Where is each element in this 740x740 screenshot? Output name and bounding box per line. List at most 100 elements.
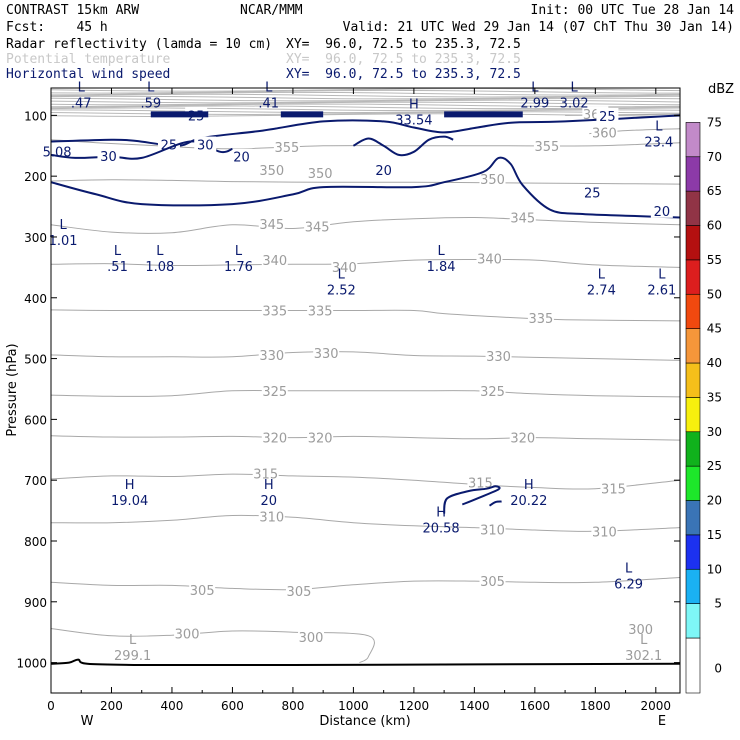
- wind-label-bg: [650, 202, 673, 218]
- wind-label: 30: [100, 150, 117, 165]
- extremum-marker: L: [129, 633, 137, 648]
- colorbar-swatch-5: [685, 603, 701, 639]
- wind-label: 25: [599, 110, 616, 125]
- theta-contour-305: [50, 577, 681, 591]
- theta-label-bg: [479, 382, 506, 397]
- wind-label-bg: [581, 184, 604, 200]
- upper-theta-band: [50, 88, 681, 118]
- extremum-value: 20.58: [422, 521, 459, 536]
- x-tick-label: 1800: [580, 699, 611, 713]
- theta-band-line: [50, 97, 681, 102]
- x-tick-label: 400: [161, 699, 184, 713]
- theta-label-bg: [479, 521, 506, 536]
- extremum-value: 6.29: [614, 577, 643, 592]
- extremum-marker: H: [409, 97, 419, 112]
- colorbar-swatch-0: [685, 637, 701, 694]
- colorbar: 0 5 10 15 20 25 30 35 40 45 50 55 60 65 70 75: [685, 115, 722, 694]
- theta-label: 345: [510, 212, 535, 227]
- theta-contour-325: [50, 389, 681, 398]
- field-2-xy: XY= 96.0, 72.5 to 235.3, 72.5: [286, 52, 521, 67]
- x-end-label-east: E: [658, 714, 666, 729]
- extremum-value: 1.76: [224, 260, 253, 275]
- theta-label: 305: [480, 575, 505, 590]
- extremum-value: 2.99: [520, 96, 549, 111]
- extremum-marker: L: [437, 244, 445, 259]
- theta-label-bg: [331, 258, 358, 273]
- theta-band-line: [50, 103, 681, 108]
- theta-contour-300: [50, 628, 375, 664]
- theta-label: 305: [190, 584, 215, 599]
- extremum-value: 23.4: [644, 135, 673, 150]
- extremum-value: 33.54: [395, 113, 432, 128]
- theta-label: 320: [308, 432, 333, 447]
- extremum-marker: L: [156, 244, 164, 259]
- colorbar-label: 70: [707, 150, 722, 164]
- theta-label-bg: [509, 429, 536, 444]
- wind-label-bg: [194, 136, 217, 152]
- x-tick-label: 2000: [641, 699, 672, 713]
- wind-contour-30: [50, 140, 233, 160]
- theta-label: 300: [175, 627, 200, 642]
- init-time: Init: 00 UTC Tue 28 Jan 14: [531, 3, 735, 18]
- colorbar-label: 5: [714, 597, 722, 611]
- field-2-name: Potential temperature: [6, 52, 171, 67]
- wind-label-bg: [97, 148, 120, 164]
- theta-label-bg: [261, 382, 288, 397]
- wind-feature: [352, 135, 454, 157]
- x-axis-label: Distance (km): [319, 714, 410, 729]
- theta-label-bg: [479, 573, 506, 588]
- colorbar-swatch-30: [685, 431, 701, 467]
- field-1-name: Radar reflectivity (lamda = 10 cm): [6, 37, 272, 52]
- extremum-marker: L: [625, 561, 633, 576]
- extremum-value: 2.61: [647, 284, 676, 299]
- y-tick-label: 300: [24, 231, 47, 245]
- colorbar-swatch-40: [685, 362, 701, 398]
- theta-label-bg: [485, 348, 512, 363]
- colorbar-swatch-35: [685, 397, 701, 433]
- extremum-marker: L: [59, 218, 67, 233]
- theta-label: 335: [528, 312, 553, 327]
- colorbar-swatch-10: [685, 568, 701, 604]
- x-tick-label: 1000: [338, 699, 369, 713]
- y-axis-label: Pressure (hPa): [5, 343, 20, 436]
- theta-band-line: [50, 93, 681, 98]
- theta-label-bg: [591, 124, 618, 139]
- theta-label: 310: [480, 523, 505, 538]
- theta-label-bg: [591, 523, 618, 538]
- colorbar-swatch-15: [685, 534, 701, 570]
- y-tick-label: 600: [24, 413, 47, 427]
- plot-frame: [50, 87, 681, 694]
- theta-label-bg: [189, 582, 216, 597]
- wind-contour-20: [50, 156, 681, 219]
- theta-label-bg: [258, 216, 285, 231]
- field-3-name: Horizontal wind speed: [6, 67, 170, 82]
- colorbar-label: 0: [714, 661, 722, 675]
- extremum-value: .41: [258, 96, 279, 111]
- theta-band-line: [50, 89, 681, 94]
- theta-label: 330: [259, 349, 284, 364]
- colorbar-label: 55: [707, 253, 722, 267]
- y-tick-label: 400: [24, 292, 47, 306]
- theta-label-bg: [304, 218, 331, 233]
- theta-label-bg: [527, 309, 554, 324]
- theta-label: 340: [332, 261, 357, 276]
- extremum-value: 2.52: [327, 284, 356, 299]
- valid-time: Valid: 21 UTC Wed 29 Jan 14 (07 ChT Thu …: [343, 20, 734, 35]
- theta-contour-310: [50, 514, 681, 532]
- theta-band-line: [50, 101, 681, 106]
- theta-label: 310: [592, 525, 617, 540]
- theta-label: 315: [601, 483, 626, 498]
- wind-label-bg: [596, 107, 619, 123]
- wind-label: 20: [233, 151, 250, 166]
- y-tick-label: 900: [24, 596, 47, 610]
- theta-contour-320: [50, 435, 681, 441]
- theta-label: 325: [262, 385, 287, 400]
- extremum-marker: H: [524, 478, 534, 493]
- extremum-marker: L: [655, 119, 663, 134]
- x-tick-label: 800: [281, 699, 304, 713]
- colorbar-swatch-45: [685, 328, 701, 364]
- wind-contour-25: [50, 114, 681, 147]
- wind-label: 25: [584, 187, 601, 202]
- theta-label: 355: [274, 141, 299, 156]
- x-tick-label: 1400: [459, 699, 490, 713]
